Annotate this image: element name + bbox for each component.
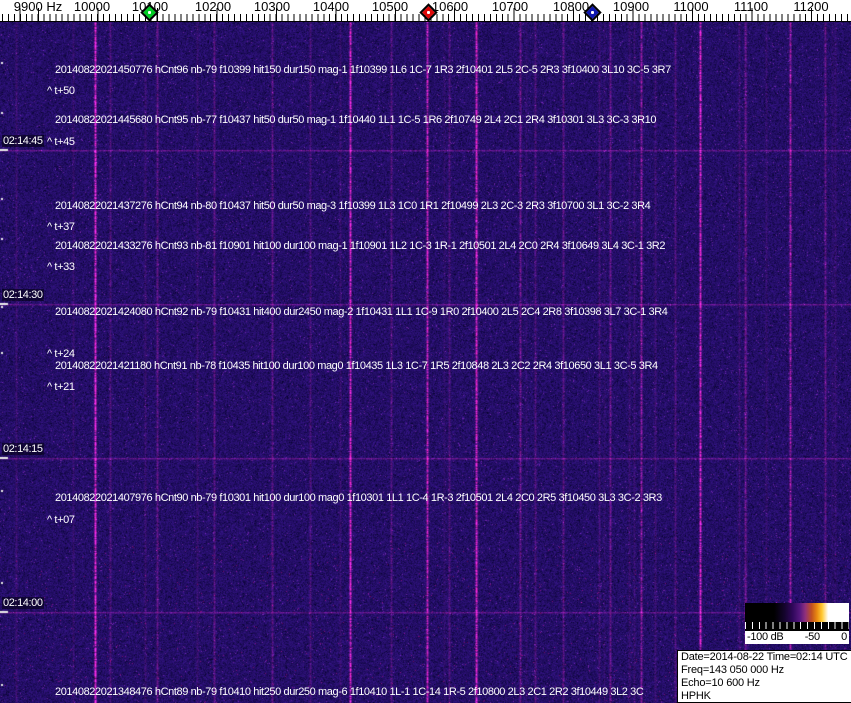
frequency-axis: 9900 Hz 10000 10100 10200 10300 10400 10… xyxy=(0,0,851,22)
freq-tick-label: 10700 xyxy=(491,0,529,14)
event-time-tag: ^ t+24 xyxy=(47,348,75,360)
freq-tick-label: 10400 xyxy=(312,0,350,14)
event-time-tag: ^ t+33 xyxy=(47,261,75,273)
status-info-box: Date=2014-08-22 Time=02:14 UTC Freq=143 … xyxy=(677,650,851,703)
event-line: 20140822021433276 hCnt93 nb-81 f10901 hi… xyxy=(55,240,666,252)
event-line: 20140822021445680 hCnt95 nb-77 f10437 hi… xyxy=(55,114,657,126)
event-time-tag: ^ t+50 xyxy=(47,85,75,97)
freq-tick-label: 11100 xyxy=(733,0,769,14)
event-time-tag: ^ t+37 xyxy=(47,221,75,233)
event-line: 20140822021407976 hCnt90 nb-79 f10301 hi… xyxy=(55,492,662,504)
freq-tick-label: 10300 xyxy=(253,0,291,14)
freq-tick-label: 11200 xyxy=(793,0,829,14)
event-line: 20140822021437276 hCnt94 nb-80 f10437 hi… xyxy=(55,200,651,212)
event-line: 20140822021424080 hCnt92 nb-79 f10431 hi… xyxy=(55,306,668,318)
event-time-tag: ^ t+45 xyxy=(47,136,75,148)
time-label: 02:14:00 xyxy=(2,597,44,609)
date-time-line: Date=2014-08-22 Time=02:14 UTC xyxy=(681,651,848,663)
event-time-tag: ^ t+21 xyxy=(47,381,75,393)
freq-tick-label: 10500 xyxy=(371,0,409,14)
freq-tick-label: 10200 xyxy=(194,0,232,14)
event-line: 20140822021348476 hCnt89 nb-79 f10410 hi… xyxy=(55,686,644,698)
station-id: HPHK xyxy=(681,690,711,702)
scale-label-mid: -50 xyxy=(804,631,820,643)
time-label: 02:14:15 xyxy=(2,443,44,455)
freq-tick-label: 10800 xyxy=(552,0,590,14)
echo-line: Echo=10 600 Hz xyxy=(681,677,760,689)
freq-tick-label: 9900 Hz xyxy=(13,0,63,14)
freq-tick-label: 10900 xyxy=(612,0,650,14)
scale-label-max: 0 xyxy=(841,631,847,643)
frequency-line: Freq=143 050 000 Hz xyxy=(681,664,784,676)
freq-tick-label: 10000 xyxy=(73,0,111,14)
freq-tick-label: 10600 xyxy=(431,0,469,14)
time-label: 02:14:45 xyxy=(2,135,44,147)
event-time-tag: ^ t+07 xyxy=(47,514,75,526)
freq-tick-label: 11000 xyxy=(673,0,709,14)
time-label: 02:14:30 xyxy=(2,289,44,301)
spectrogram-display[interactable] xyxy=(0,22,851,703)
db-color-scale: -100 dB -50 0 xyxy=(745,603,849,644)
scale-label-min: -100 dB xyxy=(747,631,784,643)
scale-labels: -100 dB -50 0 xyxy=(745,631,849,644)
color-gradient-bar xyxy=(745,603,849,622)
event-line: 20140822021450776 hCnt96 nb-79 f10399 hi… xyxy=(55,64,671,76)
event-line: 20140822021421180 hCnt91 nb-78 f10435 hi… xyxy=(55,360,658,372)
scale-ticks xyxy=(745,622,849,631)
